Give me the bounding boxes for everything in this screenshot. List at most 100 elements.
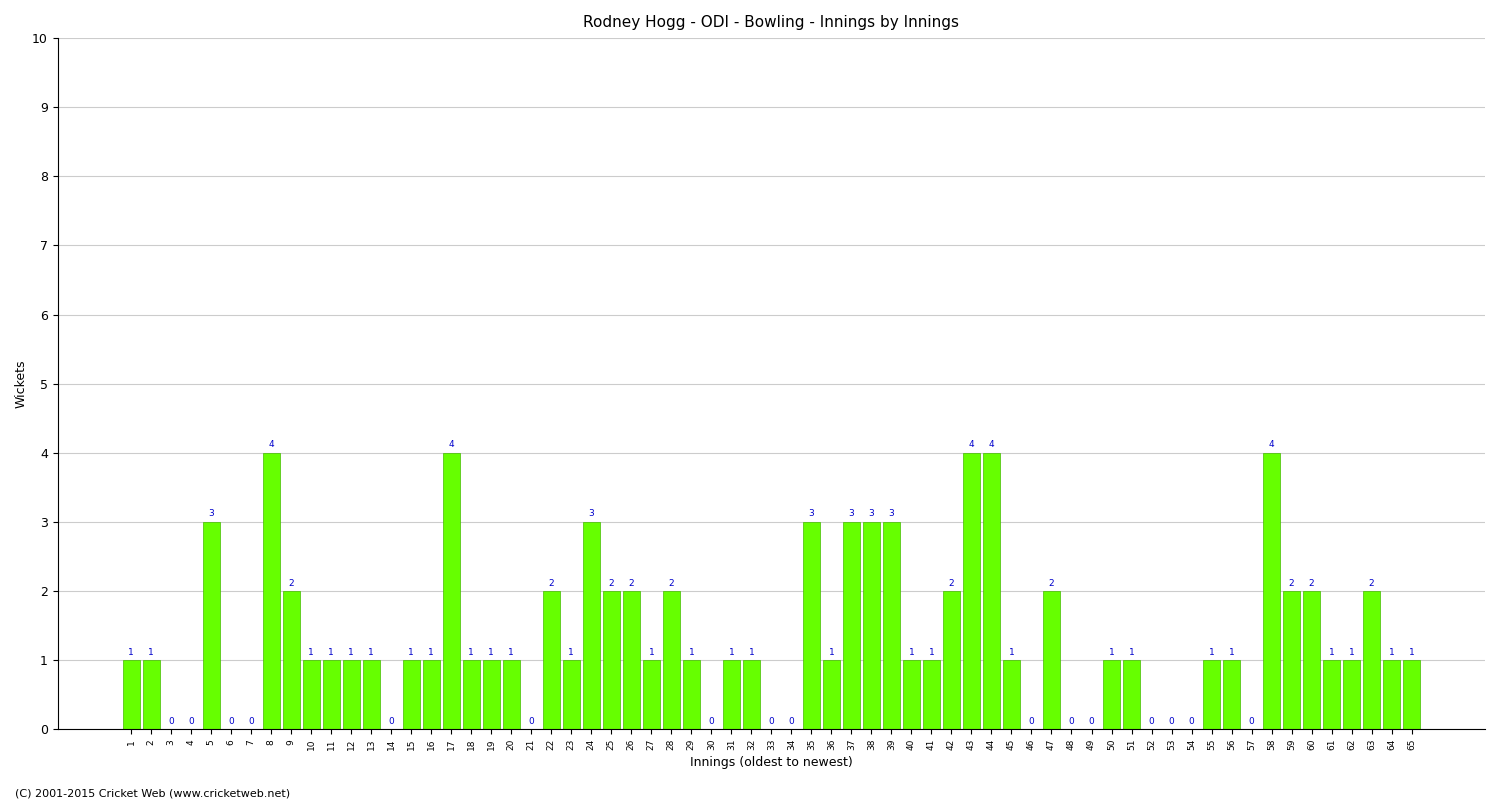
Bar bbox=[1124, 660, 1140, 730]
Title: Rodney Hogg - ODI - Bowling - Innings by Innings: Rodney Hogg - ODI - Bowling - Innings by… bbox=[584, 15, 960, 30]
Text: 2: 2 bbox=[1310, 578, 1314, 587]
Text: 1: 1 bbox=[509, 648, 515, 657]
Bar bbox=[442, 453, 460, 730]
Text: 2: 2 bbox=[628, 578, 634, 587]
Text: 3: 3 bbox=[868, 510, 874, 518]
Bar bbox=[483, 660, 500, 730]
Bar bbox=[903, 660, 920, 730]
Text: 3: 3 bbox=[808, 510, 814, 518]
Bar bbox=[303, 660, 320, 730]
Bar bbox=[1222, 660, 1240, 730]
Text: 2: 2 bbox=[1370, 578, 1374, 587]
Bar bbox=[543, 591, 560, 730]
Text: 2: 2 bbox=[948, 578, 954, 587]
Text: 0: 0 bbox=[168, 717, 174, 726]
Bar bbox=[1402, 660, 1420, 730]
Text: 1: 1 bbox=[1329, 648, 1335, 657]
Text: 0: 0 bbox=[1149, 717, 1155, 726]
Text: 3: 3 bbox=[209, 510, 214, 518]
Text: 3: 3 bbox=[888, 510, 894, 518]
Text: 1: 1 bbox=[369, 648, 374, 657]
Text: 1: 1 bbox=[1408, 648, 1414, 657]
Bar bbox=[862, 522, 880, 730]
Text: 0: 0 bbox=[1029, 717, 1035, 726]
Text: 1: 1 bbox=[1128, 648, 1134, 657]
Bar bbox=[742, 660, 760, 730]
Text: 0: 0 bbox=[1168, 717, 1174, 726]
Bar bbox=[464, 660, 480, 730]
Text: 1: 1 bbox=[1348, 648, 1354, 657]
Bar bbox=[884, 522, 900, 730]
Text: 0: 0 bbox=[528, 717, 534, 726]
Bar bbox=[1203, 660, 1219, 730]
Text: 1: 1 bbox=[129, 648, 134, 657]
Text: 0: 0 bbox=[768, 717, 774, 726]
Text: 1: 1 bbox=[328, 648, 334, 657]
Text: 1: 1 bbox=[429, 648, 433, 657]
Text: 0: 0 bbox=[1248, 717, 1254, 726]
Bar bbox=[603, 591, 619, 730]
Bar bbox=[843, 522, 860, 730]
Bar bbox=[282, 591, 300, 730]
Text: 1: 1 bbox=[1008, 648, 1014, 657]
Bar bbox=[1342, 660, 1360, 730]
Bar bbox=[644, 660, 660, 730]
Text: 1: 1 bbox=[148, 648, 154, 657]
Bar bbox=[663, 591, 680, 730]
Bar bbox=[622, 591, 640, 730]
Bar bbox=[723, 660, 740, 730]
Bar bbox=[423, 660, 439, 730]
Text: 1: 1 bbox=[309, 648, 314, 657]
Text: 2: 2 bbox=[1288, 578, 1294, 587]
Text: 1: 1 bbox=[408, 648, 414, 657]
Text: 1: 1 bbox=[748, 648, 754, 657]
Text: 1: 1 bbox=[928, 648, 934, 657]
Text: 0: 0 bbox=[249, 717, 254, 726]
Text: 4: 4 bbox=[969, 440, 975, 450]
Text: 2: 2 bbox=[288, 578, 294, 587]
Bar bbox=[202, 522, 219, 730]
Text: 3: 3 bbox=[588, 510, 594, 518]
Text: 1: 1 bbox=[348, 648, 354, 657]
Text: 0: 0 bbox=[1188, 717, 1194, 726]
Text: 4: 4 bbox=[268, 440, 274, 450]
Bar bbox=[142, 660, 159, 730]
Bar bbox=[262, 453, 279, 730]
Bar bbox=[1383, 660, 1400, 730]
Bar bbox=[1282, 591, 1300, 730]
Bar bbox=[824, 660, 840, 730]
Bar bbox=[922, 660, 940, 730]
Text: 0: 0 bbox=[1068, 717, 1074, 726]
Text: 1: 1 bbox=[1209, 648, 1215, 657]
Bar bbox=[802, 522, 820, 730]
Bar bbox=[1004, 660, 1020, 730]
Text: 1: 1 bbox=[648, 648, 654, 657]
Bar bbox=[503, 660, 520, 730]
Bar bbox=[1102, 660, 1120, 730]
Text: 0: 0 bbox=[228, 717, 234, 726]
Text: 1: 1 bbox=[468, 648, 474, 657]
Bar bbox=[963, 453, 980, 730]
Bar bbox=[682, 660, 700, 730]
Text: 0: 0 bbox=[789, 717, 795, 726]
Y-axis label: Wickets: Wickets bbox=[15, 359, 28, 408]
Bar bbox=[1042, 591, 1060, 730]
Text: 1: 1 bbox=[1228, 648, 1234, 657]
X-axis label: Innings (oldest to newest): Innings (oldest to newest) bbox=[690, 756, 853, 769]
Bar bbox=[1323, 660, 1340, 730]
Text: 4: 4 bbox=[1269, 440, 1275, 450]
Text: 1: 1 bbox=[909, 648, 915, 657]
Bar bbox=[402, 660, 420, 730]
Bar bbox=[562, 660, 580, 730]
Text: 0: 0 bbox=[1089, 717, 1095, 726]
Text: 2: 2 bbox=[1048, 578, 1054, 587]
Text: 1: 1 bbox=[729, 648, 734, 657]
Text: 1: 1 bbox=[489, 648, 494, 657]
Text: (C) 2001-2015 Cricket Web (www.cricketweb.net): (C) 2001-2015 Cricket Web (www.cricketwe… bbox=[15, 788, 290, 798]
Text: 0: 0 bbox=[189, 717, 194, 726]
Text: 1: 1 bbox=[1389, 648, 1395, 657]
Text: 4: 4 bbox=[988, 440, 994, 450]
Text: 0: 0 bbox=[388, 717, 394, 726]
Bar bbox=[123, 660, 140, 730]
Text: 4: 4 bbox=[448, 440, 454, 450]
